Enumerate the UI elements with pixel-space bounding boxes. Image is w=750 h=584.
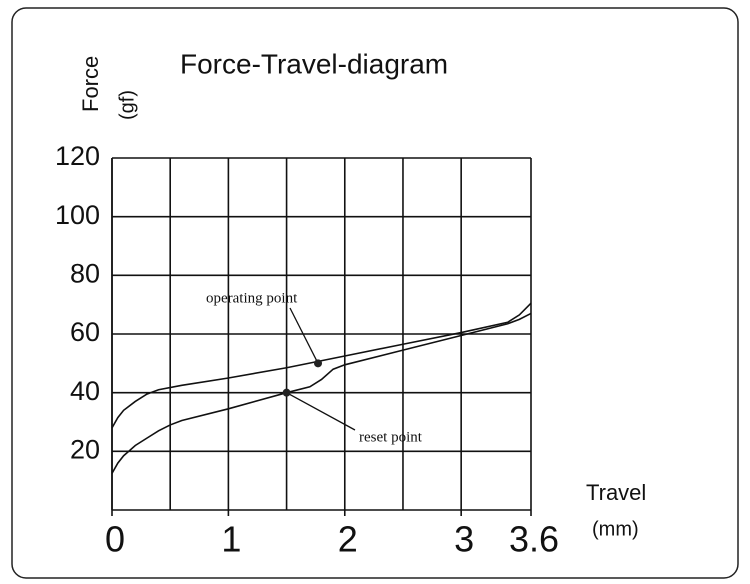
- point: [314, 359, 323, 368]
- point: [282, 388, 291, 397]
- x-tick-label: 1: [221, 519, 241, 560]
- y-axis-unit: (gf): [116, 90, 138, 120]
- frame: [11, 7, 739, 579]
- y-tick-label: 60: [70, 317, 100, 347]
- x-tick-label: 3.6: [509, 519, 559, 560]
- leader-line: [286, 392, 356, 431]
- y-tick-label: 40: [70, 376, 100, 406]
- x-axis-unit: (mm): [592, 518, 639, 540]
- y-tick-label: 20: [70, 434, 100, 464]
- annotation: operating point: [206, 290, 298, 306]
- y-tick-label: 100: [55, 200, 100, 230]
- curve: [111, 302, 532, 429]
- y-tick-label: 120: [55, 141, 100, 171]
- leader-line: [289, 307, 319, 364]
- y-tick-label: 80: [70, 258, 100, 288]
- annotation: reset point: [359, 429, 423, 445]
- y-axis-label: Force: [78, 56, 103, 112]
- x-tick-label: 3: [454, 519, 474, 560]
- chart-title: Force-Travel-diagram: [180, 48, 448, 79]
- x-axis-label: Travel: [586, 480, 646, 505]
- x-tick-label: 0: [105, 519, 125, 560]
- x-tick-label: 2: [338, 519, 358, 560]
